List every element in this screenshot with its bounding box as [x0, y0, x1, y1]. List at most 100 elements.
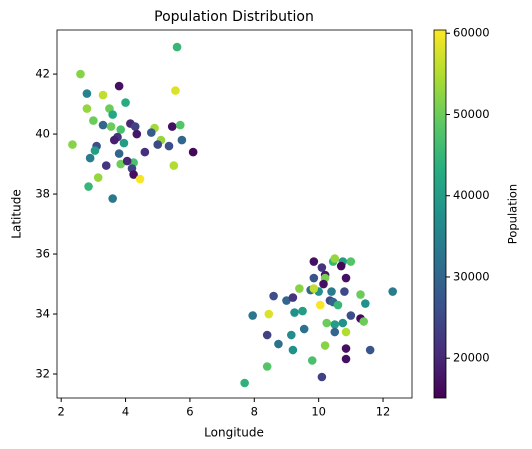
point	[320, 341, 330, 350]
point	[167, 122, 177, 131]
point	[121, 98, 130, 107]
point	[248, 311, 257, 320]
point	[164, 141, 174, 151]
point	[82, 89, 92, 98]
point	[119, 138, 129, 148]
x-tick-label: 8	[251, 405, 258, 419]
point	[108, 194, 117, 203]
point	[309, 257, 319, 266]
point	[82, 104, 92, 113]
point	[327, 287, 336, 296]
point	[340, 287, 349, 296]
x-axis-label: Longitude	[204, 426, 264, 440]
point	[153, 140, 163, 149]
point	[129, 170, 138, 179]
point	[98, 90, 108, 100]
point	[89, 116, 98, 125]
point	[356, 290, 365, 299]
point	[274, 339, 283, 349]
point	[262, 362, 272, 371]
point	[264, 309, 274, 319]
point	[98, 120, 108, 130]
point	[287, 330, 296, 340]
colorbar	[434, 30, 446, 398]
point	[262, 330, 272, 340]
y-axis-label: Latitude	[10, 189, 24, 238]
point	[269, 291, 278, 301]
point	[299, 324, 309, 334]
point	[122, 156, 132, 166]
point	[341, 273, 351, 283]
point	[346, 257, 356, 266]
x-tick-label: 10	[311, 405, 326, 419]
y-tick-label: 32	[35, 367, 50, 381]
point	[109, 135, 119, 145]
point	[282, 296, 291, 305]
point	[317, 372, 327, 382]
point	[290, 308, 299, 317]
point	[177, 135, 187, 145]
y-tick-label: 40	[35, 127, 50, 141]
point	[240, 378, 249, 388]
point	[361, 299, 370, 308]
point	[309, 273, 319, 283]
point	[330, 254, 340, 263]
point	[298, 306, 307, 316]
point	[295, 284, 304, 293]
point	[106, 122, 116, 131]
colorbar-tick-label: 30000	[453, 269, 490, 283]
point	[388, 287, 397, 296]
point	[169, 161, 179, 170]
x-tick-label: 2	[58, 405, 65, 419]
point	[171, 86, 180, 95]
point	[341, 354, 351, 364]
point	[322, 318, 332, 328]
point	[114, 81, 124, 91]
colorbar-frame	[433, 29, 447, 399]
point	[116, 125, 126, 134]
point	[317, 263, 327, 272]
point	[341, 344, 351, 353]
x-tick-label: 4	[122, 405, 129, 419]
point	[315, 300, 325, 310]
plot-frame	[56, 29, 413, 399]
y-tick-label: 34	[35, 307, 50, 321]
point	[108, 110, 117, 119]
point	[333, 300, 343, 310]
colorbar-tick-label: 60000	[453, 26, 490, 40]
point	[116, 159, 126, 169]
point	[359, 317, 369, 326]
point	[140, 147, 150, 157]
point	[319, 279, 328, 289]
point	[172, 42, 182, 52]
point	[132, 129, 142, 139]
point	[175, 120, 185, 130]
point	[309, 284, 319, 293]
point	[101, 161, 111, 170]
colorbar-tick-label: 20000	[453, 351, 490, 365]
point	[346, 311, 356, 320]
point	[135, 174, 145, 184]
point	[365, 345, 375, 355]
point	[84, 182, 93, 191]
point	[85, 153, 95, 163]
point	[307, 356, 317, 365]
point	[130, 122, 140, 131]
point	[288, 293, 298, 302]
y-tick-label: 42	[35, 67, 50, 81]
x-tick-label: 6	[186, 405, 193, 419]
point	[68, 140, 77, 149]
colorbar-tick-label: 50000	[453, 107, 490, 121]
point	[114, 149, 124, 158]
point	[188, 147, 198, 157]
x-tick-label: 12	[376, 405, 391, 419]
point	[336, 261, 346, 271]
point	[338, 318, 348, 328]
point	[341, 327, 351, 337]
point	[90, 146, 100, 155]
chart-title: Population Distribution	[154, 9, 314, 25]
point	[330, 327, 340, 337]
point	[330, 320, 340, 329]
colorbar-tick-label: 40000	[453, 188, 490, 202]
